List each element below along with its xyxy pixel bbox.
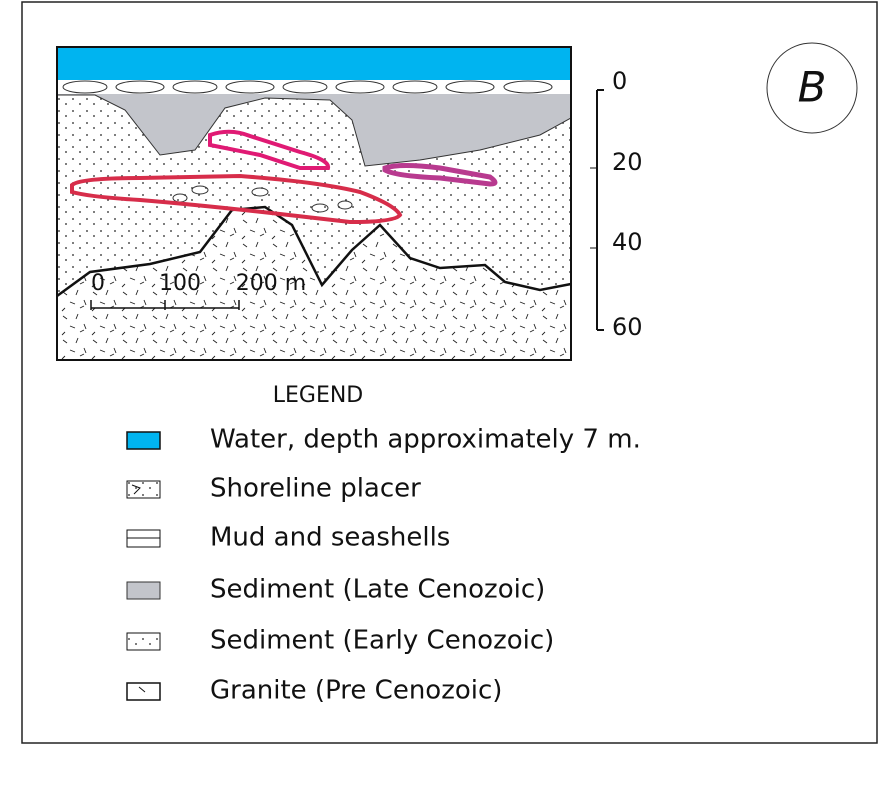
legend-text: Water, depth approximately 7 m. [210,425,641,455]
depth-label: 0 [612,67,627,95]
depth-scale: 0 20 40 60 [590,67,643,341]
legend-text: Mud and seashells [210,523,450,553]
legend-text: Sediment (Late Cenozoic) [210,575,545,605]
legend-text: Granite (Pre Cenozoic) [210,676,502,706]
scale-label: 0 [91,271,105,296]
scale-label: 200 m [236,271,306,296]
depth-label: 20 [612,148,643,176]
figure: 0 100 200 m 0 20 40 60 B LEGEND Water, d… [0,0,879,783]
legend-title: LEGEND [273,383,364,408]
scale-label: 100 [159,271,201,296]
cross-section: 0 100 200 m [57,47,571,360]
legend-text: Sediment (Early Cenozoic) [210,626,554,656]
depth-label: 60 [612,313,643,341]
legend-text: Shoreline placer [210,474,421,504]
legend: LEGEND Water, depth approximately 7 m. S… [127,383,641,706]
depth-label: 40 [612,228,643,256]
panel-label: B [798,63,827,112]
